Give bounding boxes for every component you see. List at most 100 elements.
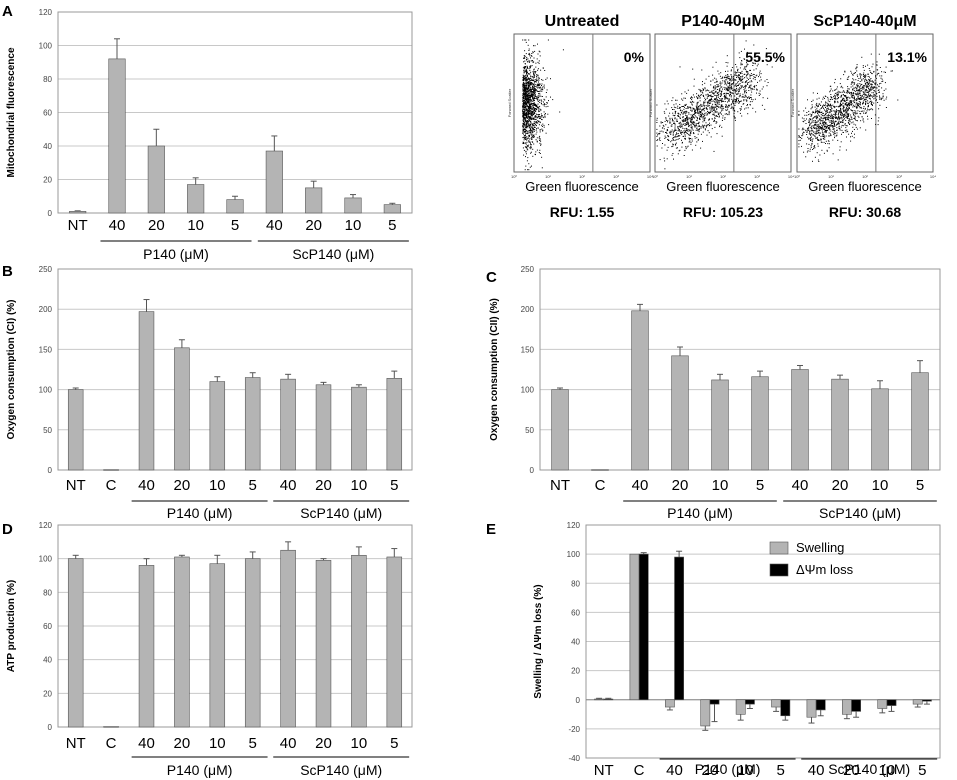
event-dot: [663, 111, 665, 113]
event-dot: [537, 107, 539, 109]
event-dot: [525, 113, 527, 115]
event-dot: [869, 97, 871, 99]
event-dot: [856, 107, 858, 109]
event-dot: [528, 82, 530, 84]
y-tick-label: 40: [43, 656, 52, 665]
event-dot: [851, 122, 853, 124]
event-dot: [848, 107, 850, 109]
event-dot: [726, 106, 728, 108]
event-dot: [533, 100, 535, 102]
event-dot: [734, 119, 736, 121]
event-dot: [525, 77, 527, 79]
event-dot: [706, 97, 708, 99]
event-dot: [541, 126, 543, 127]
event-dot: [524, 106, 526, 108]
event-dot: [540, 117, 542, 119]
event-dot: [820, 127, 821, 129]
event-dot: [754, 85, 756, 87]
event-dot: [696, 103, 698, 105]
event-dot: [740, 76, 742, 77]
event-dot: [536, 80, 538, 82]
event-dot: [833, 132, 835, 134]
event-dot: [714, 98, 716, 100]
event-dot: [723, 80, 725, 82]
event-dot: [540, 69, 542, 71]
event-dot: [698, 129, 700, 131]
event-dot: [535, 123, 537, 125]
event-dot: [809, 131, 810, 133]
event-dot: [751, 75, 753, 76]
event-dot: [843, 115, 845, 117]
event-dot: [740, 73, 741, 75]
panel-letter-a: A: [2, 3, 13, 20]
event-dot: [736, 93, 738, 95]
event-dot: [750, 97, 751, 98]
event-dot: [820, 139, 822, 141]
event-dot: [823, 124, 825, 126]
event-dot: [854, 96, 855, 98]
event-dot: [748, 85, 750, 87]
event-dot: [867, 64, 869, 66]
event-dot: [879, 83, 880, 85]
event-dot: [528, 169, 530, 171]
event-dot: [522, 130, 524, 132]
x-tick-label: NT: [550, 477, 570, 494]
event-dot: [713, 92, 715, 94]
positive-percent: 13.1%: [887, 49, 927, 65]
event-dot: [530, 127, 532, 129]
event-dot: [717, 100, 719, 102]
event-dot: [682, 121, 684, 123]
event-dot: [863, 97, 865, 99]
event-dot: [710, 111, 712, 113]
event-dot: [845, 110, 847, 112]
event-dot: [522, 108, 524, 110]
event-dot: [703, 116, 705, 118]
event-dot: [684, 149, 686, 151]
event-dot: [685, 112, 687, 114]
event-dot: [528, 73, 529, 75]
event-dot: [870, 94, 871, 96]
event-dot: [862, 66, 864, 68]
event-dot: [861, 98, 863, 100]
event-dot: [842, 99, 843, 100]
event-dot: [527, 117, 529, 119]
event-dot: [527, 145, 528, 147]
event-dot: [869, 89, 871, 91]
event-dot: [737, 111, 739, 113]
event-dot: [535, 105, 537, 107]
event-dot: [532, 114, 534, 116]
bar: [921, 699, 932, 702]
event-dot: [527, 96, 528, 98]
event-dot: [749, 76, 751, 78]
event-dot: [539, 129, 541, 131]
event-dot: [746, 65, 748, 67]
event-dot: [545, 78, 547, 80]
event-dot: [682, 113, 684, 115]
event-dot: [524, 111, 526, 112]
event-dot: [688, 125, 690, 126]
event-dot: [850, 136, 851, 138]
event-dot: [868, 82, 870, 84]
event-dot: [731, 75, 733, 77]
event-dot: [541, 167, 543, 169]
event-dot: [806, 151, 808, 153]
event-dot: [838, 105, 840, 107]
event-dot: [530, 97, 531, 99]
event-dot: [674, 128, 676, 130]
event-dot: [857, 86, 859, 88]
event-dot: [817, 139, 819, 141]
event-dot: [831, 105, 833, 107]
event-dot: [533, 84, 535, 86]
flow-x-tick: 10²: [720, 174, 726, 179]
y-tick-label: 0: [576, 696, 581, 705]
event-dot: [823, 152, 825, 154]
event-dot: [691, 97, 693, 99]
event-dot: [822, 135, 824, 137]
event-dot: [721, 106, 723, 108]
event-dot: [834, 97, 836, 99]
event-dot: [732, 93, 734, 95]
event-dot: [688, 130, 690, 132]
event-dot: [855, 89, 857, 91]
event-dot: [745, 76, 747, 78]
event-dot: [836, 88, 838, 90]
